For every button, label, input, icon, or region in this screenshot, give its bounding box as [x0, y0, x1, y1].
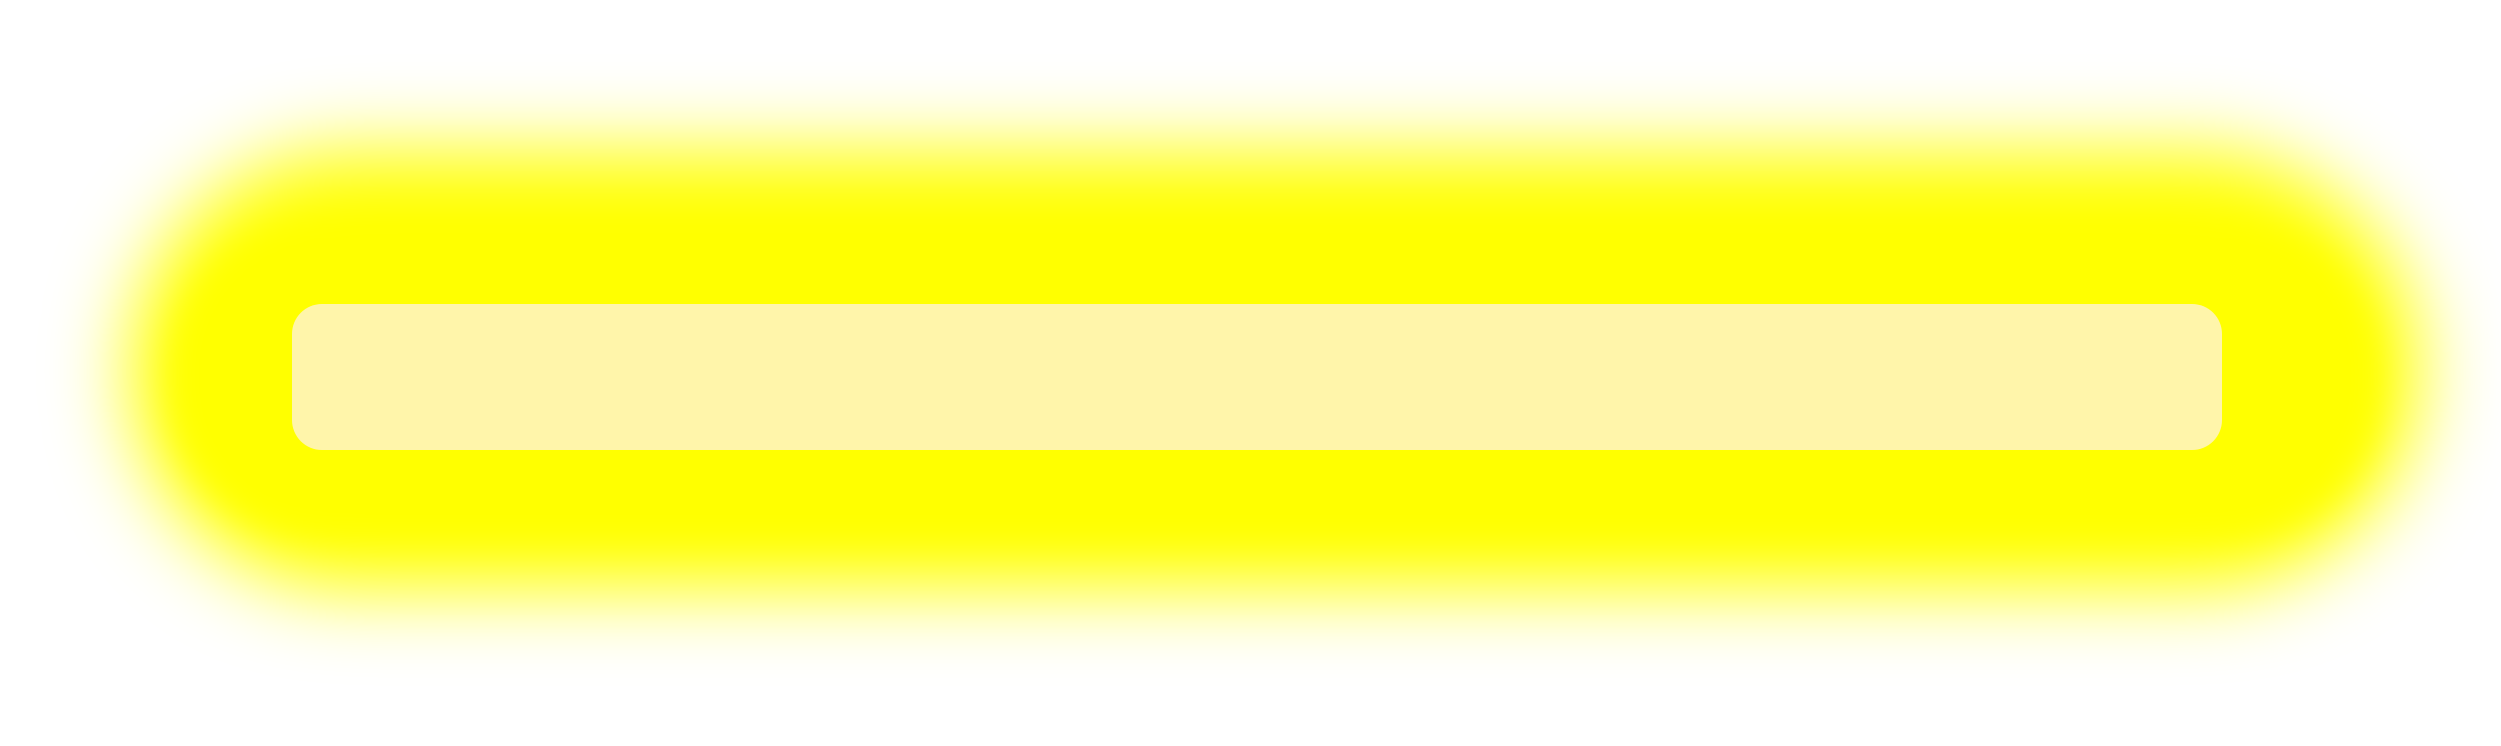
highlighted-bar[interactable]	[292, 304, 2222, 450]
